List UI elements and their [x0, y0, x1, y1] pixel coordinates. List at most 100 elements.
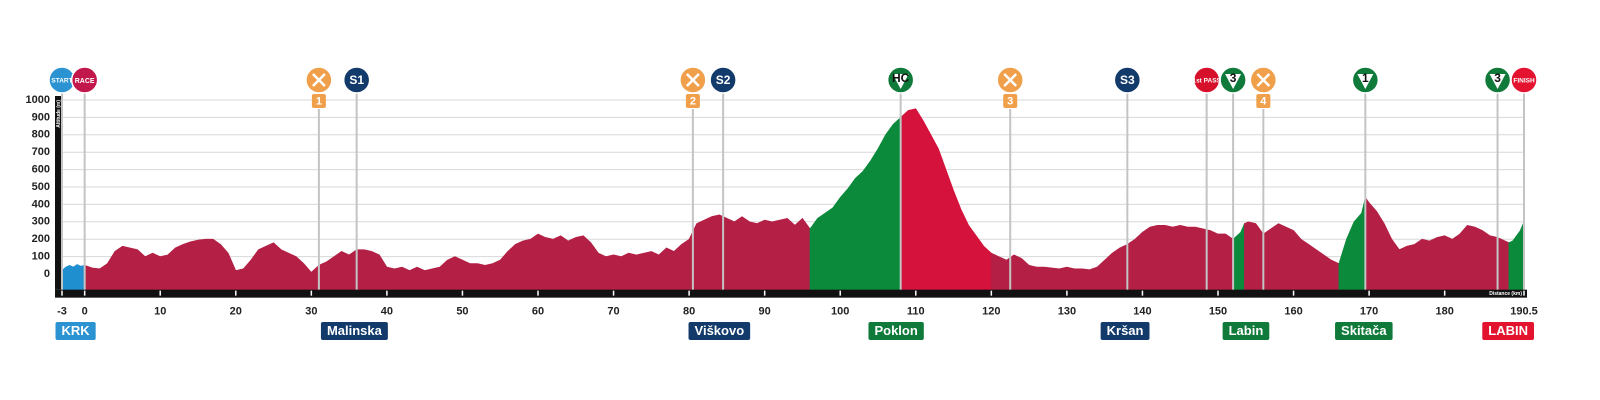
feed-number: 1: [316, 95, 322, 107]
x-tick-label: 60: [532, 306, 544, 318]
feed-icon: [1003, 73, 1018, 87]
x-tick-label: 100: [831, 306, 849, 318]
place-box: [1482, 322, 1534, 340]
marker-label: FINISH: [1513, 78, 1535, 85]
place-label: LABIN: [1488, 323, 1528, 338]
place-box: [55, 322, 96, 340]
place: Kršan: [1100, 322, 1150, 340]
place-label: Skitača: [1341, 323, 1387, 338]
marker: S1: [342, 66, 371, 290]
marker: S3: [1113, 66, 1142, 290]
x-tick-label: 180: [1435, 306, 1453, 318]
x-axis-bar: [55, 289, 1527, 298]
marker: 4: [1249, 66, 1278, 290]
y-tick-label: 0: [44, 268, 50, 280]
y-tick-label: 400: [32, 198, 50, 210]
profile-area: [84, 214, 811, 290]
place-box: [320, 322, 388, 340]
marker-label: HC: [892, 71, 910, 85]
marker-circle: [70, 66, 99, 94]
place-label: Kršan: [1107, 323, 1144, 338]
marker-label: 1: [1362, 71, 1369, 85]
place: Poklon: [868, 322, 924, 340]
x-tick-label: 120: [982, 306, 1000, 318]
profile-area: [1365, 196, 1510, 290]
x-tick-label: 190.5: [1510, 306, 1538, 318]
x-tick-label: 70: [607, 306, 619, 318]
marker-label: S1: [349, 73, 364, 87]
y-tick-label: 1000: [26, 94, 50, 106]
feed-number: 4: [1260, 95, 1267, 107]
x-tick-label: -3: [57, 306, 67, 318]
place-label: Labin: [1229, 323, 1264, 338]
y-tick-label: 600: [32, 164, 50, 176]
marker: 3: [996, 66, 1024, 290]
y-tick-label: 200: [32, 233, 50, 245]
kom-triangle: [1489, 74, 1506, 89]
place-label: Poklon: [874, 323, 917, 338]
feed-number: 3: [1007, 95, 1013, 107]
marker: START: [48, 66, 76, 290]
place: Malinska: [320, 322, 388, 340]
profile-area: [1508, 221, 1525, 290]
x-tick-label: 20: [230, 306, 242, 318]
place: LABIN: [1482, 322, 1534, 340]
profile-area: [1338, 197, 1366, 290]
x-tick-label: 10: [154, 306, 166, 318]
marker-label: 3: [1494, 71, 1501, 85]
x-tick-label: 90: [759, 306, 771, 318]
y-tick-label: 900: [32, 111, 50, 123]
marker-label: START: [51, 78, 72, 85]
feed-badge: [311, 94, 326, 108]
marker: S2: [709, 66, 737, 290]
y-tick-label: 100: [32, 251, 50, 263]
x-tick-label: 50: [456, 306, 468, 318]
feed-icon: [686, 73, 700, 87]
marker-label: S3: [1120, 73, 1135, 87]
x-tick-label: 140: [1133, 306, 1151, 318]
feed-icon: [312, 73, 326, 87]
x-tick-label: 80: [683, 306, 695, 318]
x-tick-label: 30: [305, 306, 317, 318]
marker-label: RACE: [75, 78, 95, 85]
feed-badge: [1256, 94, 1271, 108]
place-box: [1335, 322, 1393, 340]
place-box: [1100, 322, 1150, 340]
y-tick-label: 500: [32, 181, 50, 193]
profile-area: [1232, 223, 1245, 290]
x-tick-label: 40: [381, 306, 393, 318]
feed-badge: [1003, 94, 1018, 108]
marker: HC: [886, 66, 915, 290]
profile-area: [991, 224, 1234, 290]
feed-icon: [1256, 73, 1271, 87]
marker: 2: [679, 66, 707, 290]
kom-triangle: [1357, 74, 1374, 89]
marker: FINISH: [1510, 66, 1538, 290]
place: Labin: [1222, 322, 1270, 340]
place-label: Malinska: [327, 323, 383, 338]
place: Skitača: [1335, 322, 1393, 340]
marker: 3: [1219, 66, 1247, 290]
x-tick-label: 130: [1058, 306, 1076, 318]
feed-badge: [685, 94, 700, 108]
marker: 3: [1483, 66, 1512, 290]
place-box: [1222, 322, 1270, 340]
x-tick-label: 150: [1209, 306, 1227, 318]
marker-circle: [709, 66, 737, 94]
profile-area: [809, 116, 901, 290]
profile-area: [1244, 221, 1340, 290]
place: Viškovo: [688, 322, 751, 340]
profile-area: [61, 264, 85, 290]
marker: 1: [1351, 66, 1380, 290]
place-label: Viškovo: [695, 323, 745, 338]
marker-label: S2: [716, 73, 731, 87]
x-tick-label: 160: [1284, 306, 1302, 318]
feed-number: 2: [690, 95, 696, 107]
y-tick-label: 300: [32, 216, 50, 228]
marker-circle: [1113, 66, 1142, 94]
y-axis-label: Altitude (m): [56, 100, 62, 128]
x-tick-label: 170: [1360, 306, 1378, 318]
place: KRK: [55, 322, 96, 340]
kom-triangle: [1225, 74, 1242, 89]
